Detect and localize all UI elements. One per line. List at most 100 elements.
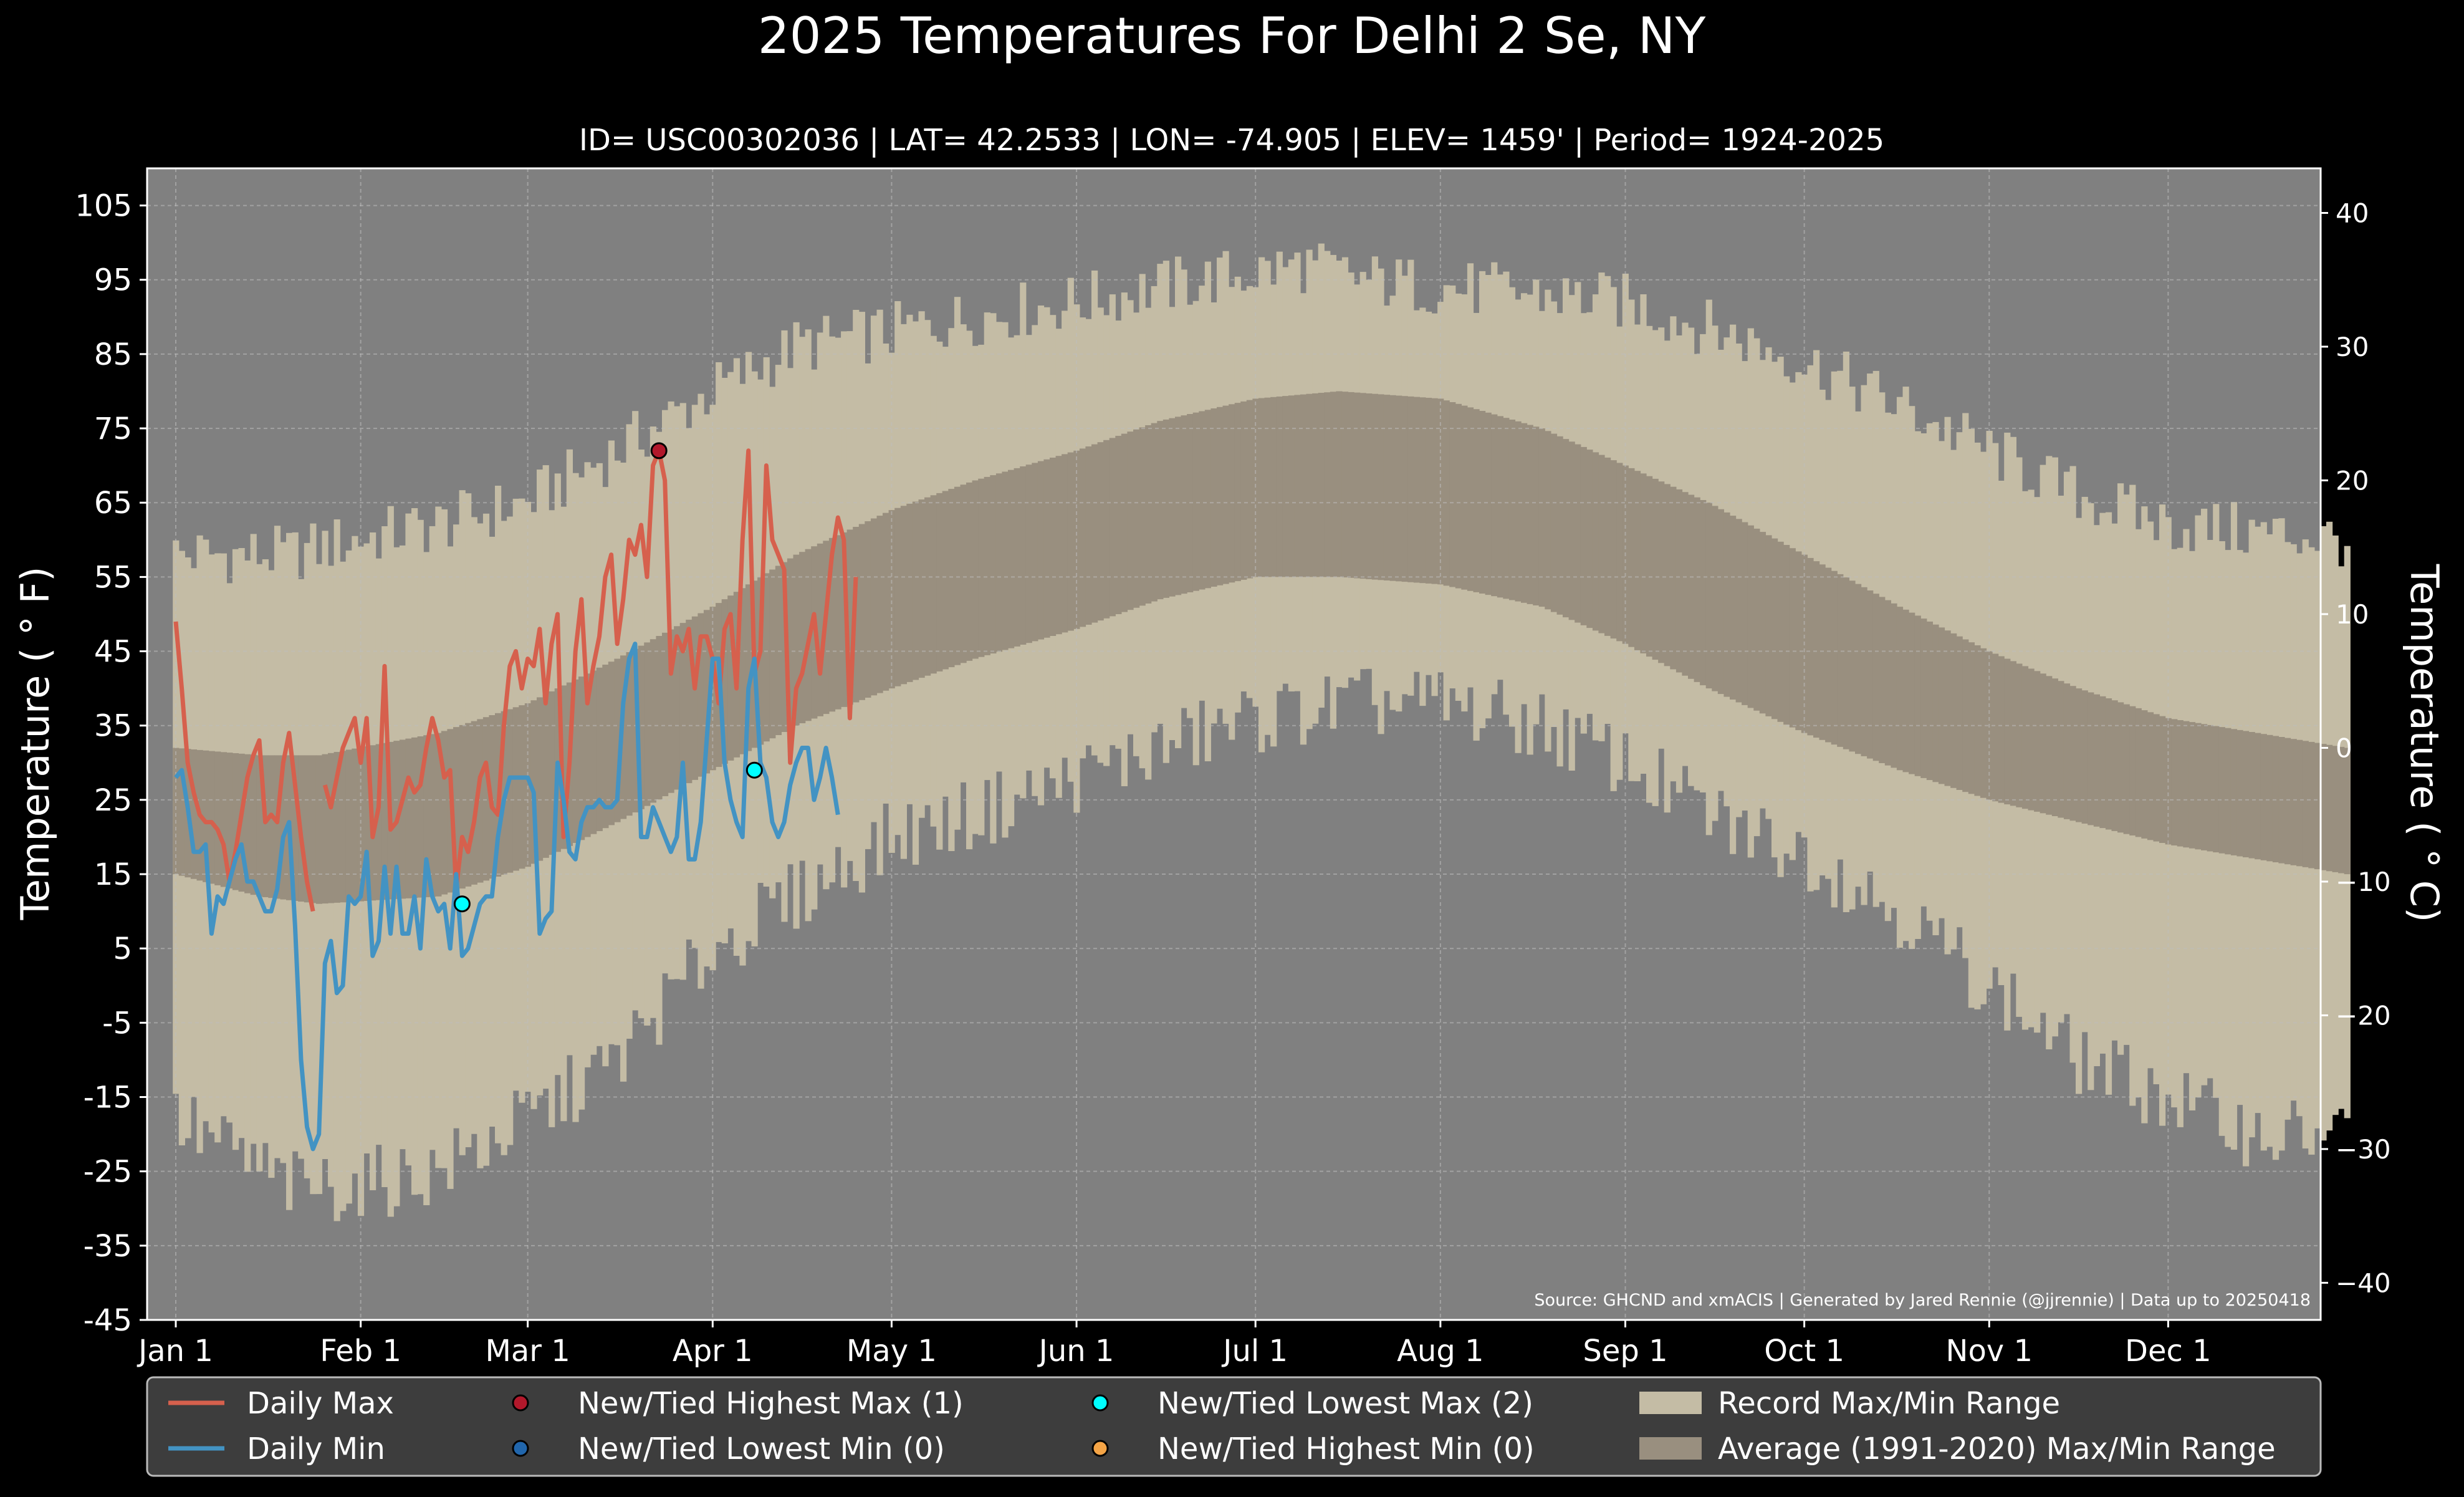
normal-range-bar xyxy=(1229,404,1235,583)
x-tick-label: Jul 1 xyxy=(1221,1334,1288,1369)
normal-range-bar xyxy=(1312,393,1319,577)
normal-range-bar xyxy=(345,749,352,902)
normal-range-bar xyxy=(1700,500,1707,686)
normal-range-bar xyxy=(2201,724,2208,850)
normal-range-bar xyxy=(578,676,585,840)
y-tick-label: -5 xyxy=(102,1006,132,1041)
normal-range-bar xyxy=(1419,397,1426,584)
y2-tick-label: 40 xyxy=(2336,198,2369,228)
normal-range-bar xyxy=(1396,395,1402,582)
normal-range-bar xyxy=(203,750,209,882)
normal-range-bar xyxy=(423,735,430,897)
normal-range-bar xyxy=(322,754,328,904)
normal-range-bar xyxy=(214,751,221,885)
normal-range-bar xyxy=(841,532,848,707)
normal-range-bar xyxy=(787,558,794,729)
normal-range-bar xyxy=(328,753,335,903)
normal-range-bar xyxy=(2010,661,2016,806)
normal-range-bar xyxy=(1389,395,1396,581)
normal-range-bar xyxy=(1909,612,1915,774)
normal-range-bar xyxy=(1359,393,1366,579)
normal-range-bar xyxy=(799,552,806,723)
normal-range-bar xyxy=(918,499,925,678)
normal-range-bar xyxy=(1025,465,1032,643)
y-tick-label: -35 xyxy=(84,1229,132,1264)
normal-range-bar xyxy=(549,691,555,855)
normal-range-bar xyxy=(1753,528,1760,711)
normal-range-bar xyxy=(435,733,442,897)
normal-range-bar xyxy=(2320,744,2327,870)
normal-range-bar xyxy=(1855,584,1862,754)
normal-range-bar xyxy=(608,662,615,826)
y-tick-label: 15 xyxy=(94,857,132,892)
normal-range-bar xyxy=(2308,741,2315,869)
normal-range-bar xyxy=(1682,492,1689,676)
normal-range-bar xyxy=(1867,590,1874,759)
y-tick-label: 55 xyxy=(94,560,132,595)
normal-range-bar xyxy=(1568,441,1575,620)
normal-range-bar xyxy=(1843,577,1849,749)
normal-range-bar xyxy=(1944,630,1951,786)
normal-range-bar xyxy=(703,610,711,774)
normal-range-bar xyxy=(1306,393,1313,577)
normal-range-bar xyxy=(2093,694,2100,827)
normal-range-bar xyxy=(584,673,591,837)
normal-range-bar xyxy=(2302,741,2309,867)
normal-range-bar xyxy=(357,747,365,902)
normal-range-bar xyxy=(668,629,674,793)
normal-range-bar xyxy=(524,703,531,867)
normal-range-bar xyxy=(1413,397,1420,583)
normal-range-bar xyxy=(471,721,477,885)
normal-range-bar xyxy=(2046,676,2053,815)
normal-range-bar xyxy=(1735,519,1742,703)
normal-range-bar xyxy=(900,506,907,685)
normal-range-bar xyxy=(1563,439,1570,618)
x-tick-label: Feb 1 xyxy=(320,1334,401,1369)
normal-range-bar xyxy=(2058,681,2064,818)
normal-range-bar xyxy=(930,495,937,674)
normal-range-bar xyxy=(763,573,770,742)
normal-range-bar xyxy=(2099,696,2106,829)
normal-range-bar xyxy=(1538,428,1545,607)
normal-range-bar xyxy=(1139,427,1146,606)
normal-range-bar xyxy=(1914,615,1921,776)
normal-range-bar xyxy=(453,727,460,891)
normal-range-bar xyxy=(1085,446,1092,625)
normal-range-bar xyxy=(250,754,257,895)
normal-range-bar xyxy=(1670,486,1677,670)
y2-tick-label: 10 xyxy=(2336,599,2369,630)
normal-range-bar xyxy=(542,694,549,858)
normal-range-bar xyxy=(2260,734,2267,860)
normal-range-bar xyxy=(1217,407,1224,585)
normal-range-bar xyxy=(1694,497,1700,682)
y-tick-label: -15 xyxy=(84,1081,132,1115)
normal-range-bar xyxy=(948,489,955,668)
normal-range-bar xyxy=(1819,564,1826,740)
normal-range-bar xyxy=(614,658,621,822)
normal-range-bar xyxy=(1879,597,1886,763)
y-tick-label: 65 xyxy=(94,486,132,521)
normal-range-bar xyxy=(912,501,919,680)
normal-range-bar xyxy=(381,743,388,900)
normal-range-bar xyxy=(745,584,752,751)
normal-range-bar xyxy=(2159,716,2166,843)
normal-range-bar xyxy=(280,755,287,900)
normal-range-bar xyxy=(1043,459,1050,638)
normal-range-bar xyxy=(1037,461,1045,640)
normal-range-bar xyxy=(2332,746,2339,872)
chart-title: 2025 Temperatures For Delhi 2 Se, NY xyxy=(758,7,1707,65)
normal-range-bar xyxy=(1926,621,1933,781)
normal-range-bar xyxy=(1634,471,1641,650)
normal-range-bar xyxy=(596,667,603,831)
normal-range-bar xyxy=(262,755,269,897)
normal-range-bar xyxy=(417,736,424,898)
normal-range-bar xyxy=(1222,405,1229,584)
normal-range-bar xyxy=(1950,633,1957,788)
normal-range-bar xyxy=(990,475,997,654)
normal-range-bar xyxy=(686,619,693,784)
normal-range-bar xyxy=(1062,454,1068,633)
legend-label: Daily Max xyxy=(247,1386,394,1421)
normal-range-bar xyxy=(1341,392,1349,578)
daily-max-line xyxy=(173,448,858,912)
legend-swatch-patch xyxy=(1639,1392,1702,1414)
